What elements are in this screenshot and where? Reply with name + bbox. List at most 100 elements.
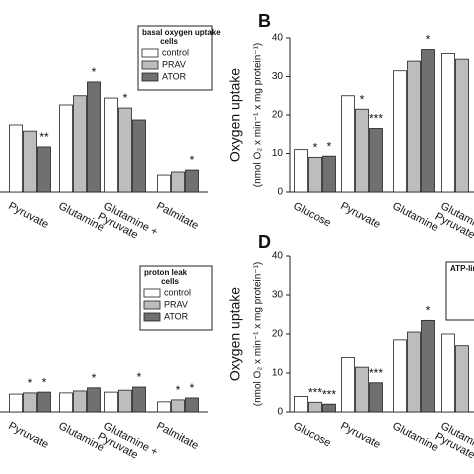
bar	[87, 81, 101, 193]
bar	[73, 390, 87, 413]
y-axis-title: Oxygen uptake	[227, 287, 243, 381]
bar	[157, 174, 171, 193]
bar	[104, 97, 118, 193]
legend-subtitle: cells	[160, 37, 178, 46]
bar	[118, 107, 132, 193]
bar	[171, 171, 185, 193]
y-tick-label: 30	[272, 290, 284, 301]
y-tick-label: 0	[277, 187, 283, 198]
legend-title: proton leak	[144, 268, 188, 277]
bar	[9, 393, 23, 413]
y-tick-label: 30	[272, 71, 284, 82]
significance: *	[426, 304, 431, 318]
legend-label: control	[164, 287, 191, 297]
significance: *	[123, 91, 128, 105]
legend-label: PRAV	[162, 59, 186, 69]
significance: *	[176, 383, 181, 397]
bar	[369, 128, 383, 193]
bar	[37, 391, 51, 413]
bar	[407, 60, 421, 193]
bar	[23, 392, 37, 413]
panel-letter: B	[258, 11, 271, 31]
significance: *	[313, 141, 318, 155]
bar	[393, 339, 407, 413]
legend-label: PRAV	[164, 299, 188, 309]
significance: *	[92, 65, 97, 79]
bar	[9, 124, 23, 193]
legend-subtitle: cells	[161, 277, 179, 286]
bar	[37, 146, 51, 193]
legend-swatch	[143, 312, 161, 322]
bar	[104, 391, 118, 413]
bar	[59, 392, 73, 413]
significance: *	[190, 381, 195, 395]
bar	[441, 333, 455, 413]
panel-letter: D	[258, 232, 271, 252]
bar	[421, 49, 435, 193]
bar	[132, 119, 146, 193]
bar	[59, 104, 73, 193]
significance: *	[42, 375, 47, 389]
bar	[322, 403, 336, 413]
bar	[369, 382, 383, 413]
bar	[421, 319, 435, 413]
significance: ***	[369, 112, 383, 126]
y-tick-label: 10	[272, 368, 284, 379]
significance: ***	[369, 366, 383, 380]
significance: **	[39, 130, 49, 144]
legend-label: ATOR	[164, 311, 189, 321]
bar	[23, 130, 37, 193]
y-axis-title: Oxygen uptake	[227, 68, 243, 162]
bar	[393, 70, 407, 193]
bar	[294, 395, 308, 413]
legend-swatch	[141, 72, 159, 82]
y-tick-label: 20	[272, 329, 284, 340]
bar	[355, 108, 369, 193]
y-axis-unit: (nmol O₂ x min⁻¹ x mg protein⁻¹)	[253, 262, 264, 406]
significance: *	[92, 371, 97, 385]
bar	[455, 58, 469, 193]
significance: *	[137, 370, 142, 384]
y-tick-label: 0	[277, 407, 283, 418]
bar	[171, 399, 185, 413]
bar	[322, 155, 336, 193]
legend-label: control	[162, 47, 189, 57]
significance: ***	[322, 387, 336, 401]
y-tick-label: 40	[272, 33, 284, 44]
significance: *	[327, 139, 332, 153]
bar	[308, 401, 322, 413]
legend-box	[445, 261, 474, 321]
significance: *	[426, 33, 431, 47]
bar	[157, 401, 171, 413]
significance: *	[190, 153, 195, 167]
bar	[341, 356, 355, 413]
legend-swatch	[141, 48, 159, 58]
legend-label: ATOR	[162, 71, 187, 81]
legend-title: basal oxygen uptake	[142, 28, 221, 37]
legend-swatch	[141, 60, 159, 70]
y-axis-unit: (nmol O₂ x min⁻¹ x mg protein⁻¹)	[253, 43, 264, 187]
legend-title: ATP-linked	[450, 264, 474, 273]
bar	[132, 386, 146, 413]
bar	[341, 95, 355, 193]
bar	[455, 345, 469, 413]
bar	[185, 397, 199, 413]
bar	[185, 169, 199, 193]
legend-box	[139, 265, 213, 331]
bar	[308, 156, 322, 193]
significance: *	[28, 376, 33, 390]
bar	[87, 387, 101, 413]
bar	[73, 95, 87, 193]
legend-swatch	[143, 288, 161, 298]
y-tick-label: 40	[272, 251, 284, 262]
bar	[355, 366, 369, 413]
y-tick-label: 20	[272, 110, 284, 121]
bar	[294, 149, 308, 193]
bar	[407, 331, 421, 413]
legend-swatch	[143, 300, 161, 310]
significance: ***	[308, 385, 322, 399]
bar	[118, 389, 132, 413]
y-tick-label: 10	[272, 148, 284, 159]
